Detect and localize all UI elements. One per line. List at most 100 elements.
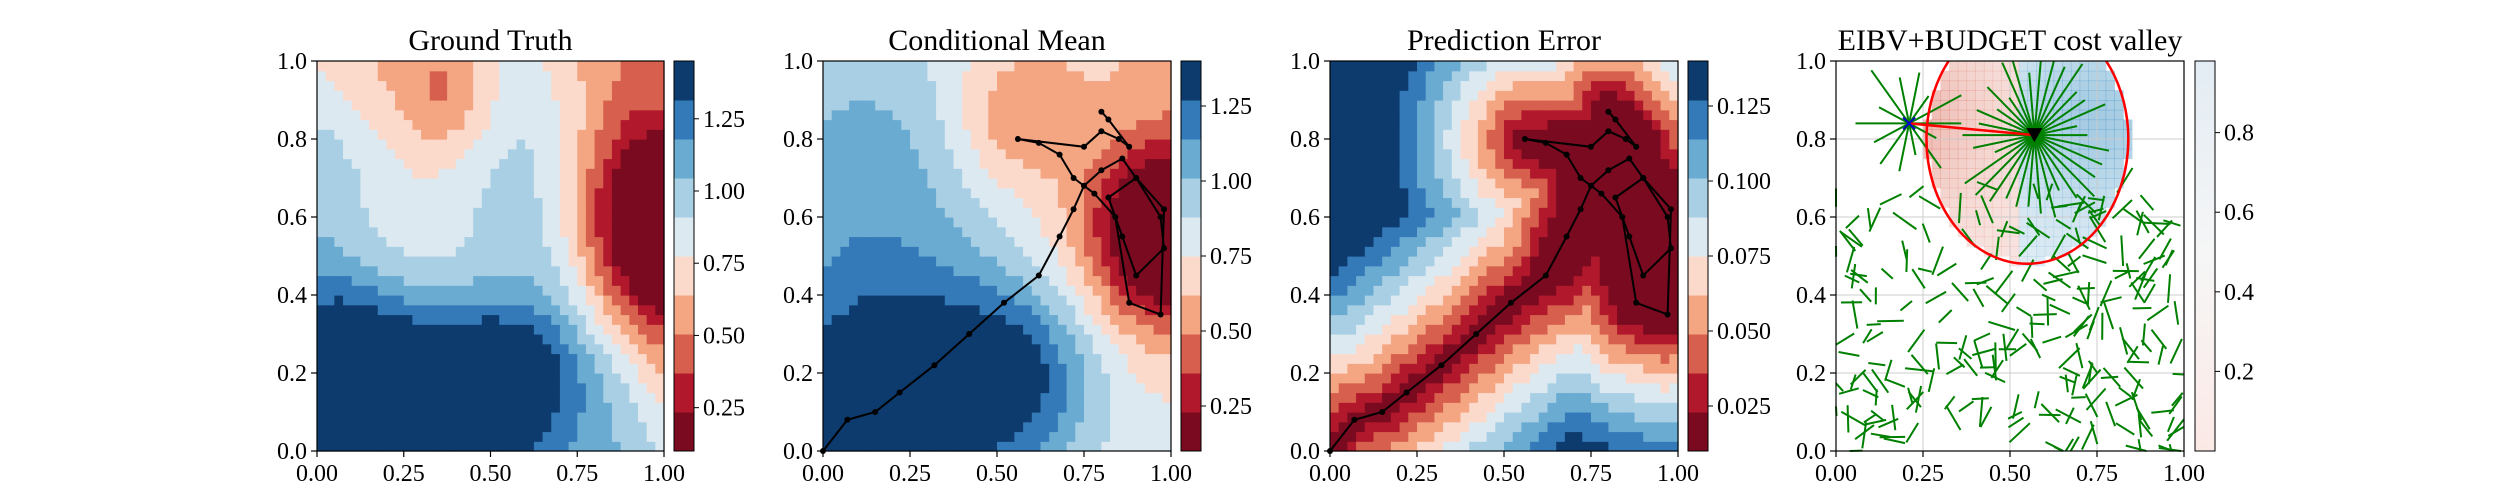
heatmap-cell [1144,119,1155,130]
heatmap-cell [1338,265,1348,277]
heatmap-cell [1443,187,1453,199]
heatmap-cell [377,382,388,394]
heatmap-cell [1144,158,1155,169]
heatmap-cell [1101,295,1111,306]
heatmap-cell [1512,187,1522,199]
heatmap-cell [1092,178,1102,189]
heatmap-cell [1530,441,1540,452]
heatmap-cell [1347,334,1357,345]
heatmap-cell [823,217,833,228]
trajectory-point [1438,362,1445,369]
heatmap-cell [1512,236,1522,247]
heatmap-cell [1075,304,1085,316]
heatmap-cell [620,295,630,306]
heatmap-cell [979,139,989,150]
heatmap-cell [1330,90,1340,101]
heatmap-cell [585,402,596,413]
heatmap-cell [1127,314,1137,325]
heatmap-cell [1477,441,1488,452]
heatmap-cell [325,334,335,345]
heatmap-cell [1084,324,1094,335]
heatmap-cell [403,61,414,72]
heatmap-cell [1101,90,1111,101]
heatmap-cell [360,119,370,130]
heatmap-cell [1144,236,1155,247]
heatmap-cell [1066,295,1076,306]
heatmap-cell [1040,353,1050,364]
heatmap-cell [421,236,431,247]
heatmap-cell [1634,217,1644,228]
heatmap-cell [1582,109,1592,121]
heatmap-cell [892,70,902,82]
heatmap-cell [507,236,518,247]
heatmap-cell [1660,256,1670,267]
heatmap-cell [1469,148,1479,160]
heatmap-cell [866,217,876,228]
heatmap-cell [1530,256,1540,267]
heatmap-cell [1040,304,1050,316]
heatmap-cell [585,168,596,179]
heatmap-cell [840,236,850,247]
heatmap-cell [1084,392,1094,403]
heatmap-cell [334,275,344,286]
heatmap-cell [988,256,998,267]
heatmap-cell [1443,168,1453,179]
heatmap-cell [377,217,388,228]
heatmap-cell [360,402,370,413]
heatmap-cell [970,139,981,150]
heatmap-cell [1486,80,1496,91]
heatmap-cell [585,373,596,384]
heatmap-cell [1382,275,1392,286]
heatmap-cell [1425,373,1435,384]
heatmap-cell [533,285,544,296]
heatmap-cell [1469,382,1479,394]
heatmap-cell [325,119,335,130]
heatmap-cell [499,90,509,101]
heatmap-cell [1057,421,1068,433]
heatmap-cell [988,402,998,413]
heatmap-cell [831,285,841,296]
heatmap-cell [1643,431,1653,442]
heatmap-cell [979,275,989,286]
heatmap-cell [369,226,379,238]
heatmap-cell [1162,80,1172,91]
heatmap-cell [499,431,509,442]
heatmap-cell [962,187,972,199]
heatmap-cell [1460,100,1470,111]
heatmap-cell [849,441,859,452]
heatmap-cell [866,70,876,82]
heatmap-cell [892,139,902,150]
heatmap-cell [334,285,344,296]
heatmap-cell [1530,168,1540,179]
heatmap-cell [1014,275,1024,286]
heatmap-cell [403,353,414,364]
heatmap-cell [568,70,578,82]
heatmap-cell [840,343,850,355]
heatmap-cell [568,197,578,208]
heatmap-cell [1451,382,1462,394]
heatmap-cell [1014,158,1024,169]
heatmap-cell [611,392,622,403]
heatmap-cell [1651,178,1662,189]
heatmap-cell [1617,265,1627,277]
heatmap-cell [823,304,833,316]
heatmap-cell [1634,178,1644,189]
heatmap-cell [1127,353,1137,364]
heatmap-cell [910,324,920,335]
heatmap-cell [1075,353,1085,364]
heatmap-cell [490,70,500,82]
heatmap-cell [1486,295,1496,306]
heatmap-cell [1660,275,1670,286]
heatmap-cell [1049,246,1059,257]
heatmap-cell [1608,246,1618,257]
colorbar-tick-label: 1.25 [1210,94,1252,120]
heatmap-cell [1373,168,1383,179]
heatmap-cell [1651,246,1662,257]
heatmap-cell [1443,275,1453,286]
heatmap-cell [1031,343,1042,355]
trajectory-point [1105,194,1112,201]
heatmap-cell [499,226,509,238]
heatmap-cell [1521,139,1531,150]
heatmap-cell [360,168,370,179]
heatmap-cell [953,334,963,345]
